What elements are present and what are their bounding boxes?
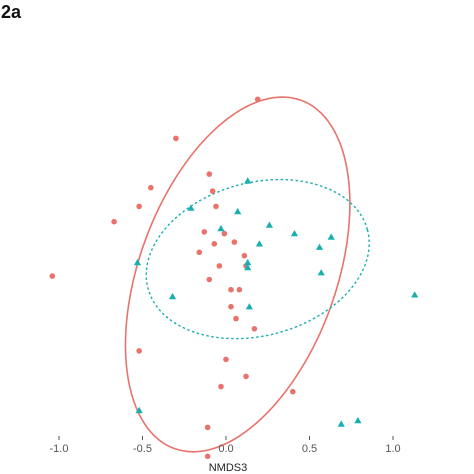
series-1-point [213, 203, 219, 210]
series-2-point [265, 221, 274, 228]
confidence-ellipse-1 [124, 96, 351, 453]
series-2-point [245, 303, 253, 310]
series-1-point [206, 276, 213, 283]
series-2-point [135, 406, 143, 414]
series-2-point [327, 233, 335, 240]
series-1-point [290, 388, 296, 395]
series-1-point [236, 286, 243, 293]
series-1-point [136, 203, 142, 210]
series-2-point [234, 207, 242, 215]
x-tick-label: 0.5 [302, 443, 317, 455]
series-2-point [244, 177, 252, 184]
series-2-point [244, 258, 252, 266]
series-2-point [337, 420, 345, 427]
confidence-ellipse-2 [145, 178, 370, 340]
series-1-point [204, 424, 211, 431]
series-2-point [290, 230, 299, 237]
ellipse-layer [124, 96, 370, 453]
series-1-point [111, 218, 117, 225]
x-axis: -1.0 -0.5 0.0 0.5 1.0 [50, 436, 401, 455]
series-1-point [218, 383, 224, 390]
series-1-point [173, 135, 179, 142]
x-tick-label: 1.0 [385, 443, 400, 455]
series-1-point [233, 315, 239, 322]
series-2-point [317, 269, 325, 276]
series-1-point [196, 249, 203, 256]
series-2-point [315, 243, 324, 250]
points-layer [49, 96, 419, 460]
x-tick-label: 0.0 [218, 443, 233, 455]
x-axis-title: NMDS3 [209, 462, 248, 474]
series-1-point [241, 252, 248, 259]
x-tick-label: -0.5 [133, 443, 152, 455]
series-2-point [411, 291, 419, 298]
series-2-point [244, 264, 252, 271]
series-1-point [206, 171, 213, 177]
series-2-point [133, 258, 142, 266]
series-1-point [228, 303, 234, 310]
series-1-point [243, 373, 249, 380]
series-1-point [228, 286, 234, 293]
series-1-point [136, 348, 142, 354]
series-1-point [204, 453, 211, 460]
series-1-point [49, 273, 56, 279]
series-2-point [217, 224, 225, 232]
series-2-point [354, 417, 362, 424]
x-tick-label: -1.0 [50, 443, 69, 455]
series-1-point [221, 230, 228, 237]
series-1-point [251, 326, 258, 332]
series-1-point [209, 188, 216, 194]
series-1-point [223, 356, 229, 363]
series-1-point [216, 263, 223, 269]
series-1-point [148, 184, 154, 191]
series-1-point [231, 239, 238, 245]
series-2-point [168, 292, 177, 300]
series-2-point [255, 240, 263, 247]
series-2-point [187, 204, 195, 211]
series-1-point [201, 229, 208, 235]
panel-label: 2a [1, 2, 22, 22]
series-1-point [254, 96, 261, 103]
series-1-point [211, 241, 218, 247]
